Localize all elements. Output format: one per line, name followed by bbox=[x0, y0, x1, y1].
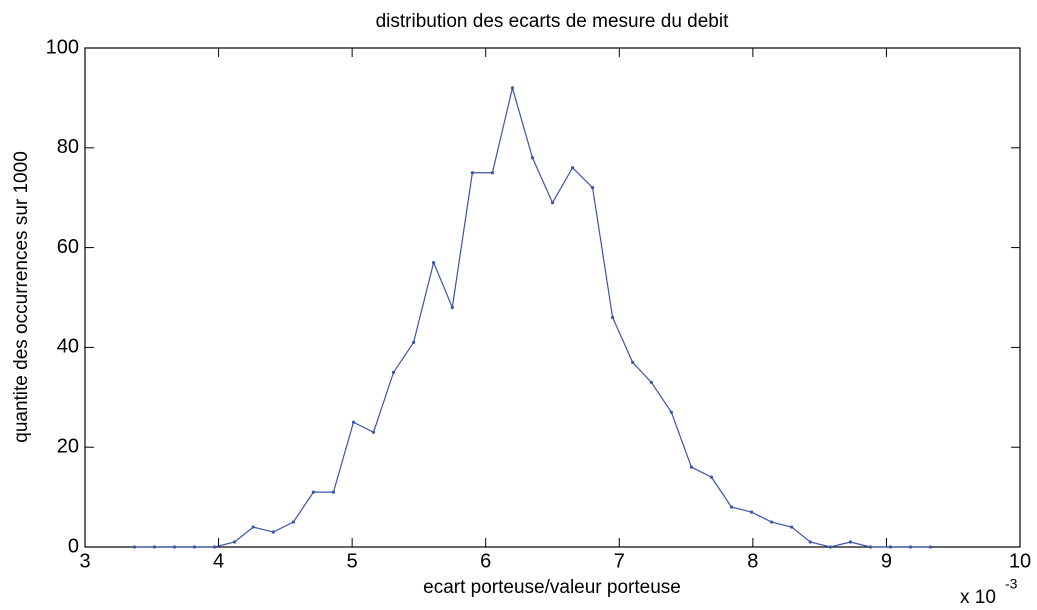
data-point bbox=[631, 360, 635, 364]
x-tick-label: 10 bbox=[1009, 550, 1031, 572]
x-tick-label: 6 bbox=[480, 550, 491, 572]
data-point bbox=[570, 166, 575, 170]
y-tick-label: 80 bbox=[57, 136, 79, 158]
data-point bbox=[271, 530, 275, 534]
data-point bbox=[828, 545, 832, 549]
data-point bbox=[808, 540, 812, 544]
data-point bbox=[769, 520, 774, 524]
data-point bbox=[729, 505, 734, 509]
data-point bbox=[331, 490, 336, 494]
x-multiplier-exponent: -3 bbox=[1005, 576, 1018, 592]
data-point bbox=[669, 410, 673, 414]
data-point bbox=[371, 430, 376, 434]
data-point bbox=[192, 545, 197, 549]
data-point bbox=[908, 545, 913, 549]
data-point bbox=[490, 171, 494, 175]
data-point bbox=[291, 520, 295, 524]
x-multiplier: x 10 bbox=[960, 587, 996, 608]
chart-title: distribution des ecarts de mesure du deb… bbox=[376, 11, 729, 32]
data-point bbox=[709, 475, 714, 479]
data-point bbox=[848, 540, 852, 544]
data-point bbox=[351, 420, 356, 424]
data-point bbox=[391, 370, 396, 374]
data-point bbox=[868, 545, 873, 549]
data-point bbox=[251, 525, 255, 529]
x-tick-label: 7 bbox=[614, 550, 625, 572]
x-tick-label: 4 bbox=[213, 550, 224, 572]
x-tick-label: 3 bbox=[79, 550, 90, 572]
data-point bbox=[689, 465, 694, 469]
y-tick-label: 20 bbox=[57, 435, 79, 457]
data-point bbox=[749, 510, 754, 514]
data-point bbox=[450, 305, 454, 310]
data-point bbox=[432, 260, 436, 265]
data-point bbox=[611, 315, 615, 320]
data-point bbox=[172, 545, 177, 549]
data-point bbox=[530, 156, 535, 160]
data-point bbox=[311, 490, 316, 494]
axes-box bbox=[84, 47, 1021, 548]
data-point bbox=[649, 380, 653, 384]
data-point bbox=[928, 545, 933, 549]
data-point bbox=[590, 186, 595, 190]
data-point bbox=[470, 171, 474, 175]
data-point bbox=[789, 525, 794, 529]
y-tick-label: 0 bbox=[68, 535, 79, 557]
data-point bbox=[550, 201, 555, 205]
y-axis-label: quantite des occurrences sur 1000 bbox=[11, 151, 32, 443]
data-point bbox=[233, 540, 237, 544]
data-point bbox=[411, 340, 416, 345]
y-tick-label: 100 bbox=[46, 36, 79, 58]
y-tick-label: 40 bbox=[57, 336, 79, 358]
x-tick-label: 8 bbox=[747, 550, 758, 572]
data-point bbox=[152, 545, 157, 549]
x-axis-label: ecart porteuse/valeur porteuse bbox=[423, 577, 681, 598]
data-point bbox=[510, 86, 515, 90]
y-tick-label: 60 bbox=[57, 236, 79, 258]
data-point bbox=[888, 545, 893, 549]
x-tick-label: 5 bbox=[347, 550, 358, 572]
data-point bbox=[132, 545, 137, 549]
x-tick-label: 9 bbox=[881, 550, 892, 572]
data-point bbox=[212, 545, 217, 549]
